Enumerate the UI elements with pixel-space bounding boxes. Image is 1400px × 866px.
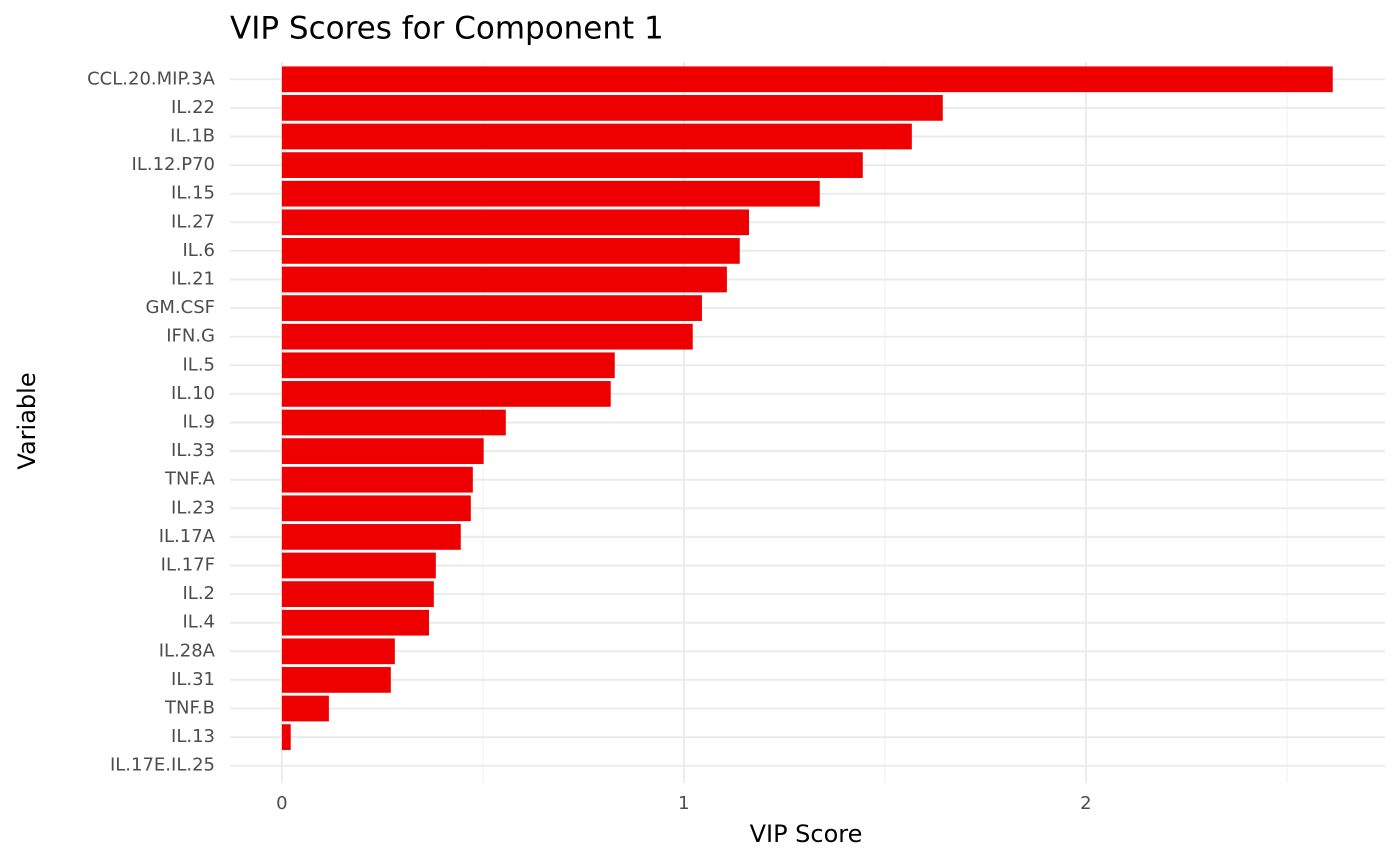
y-tick-label: IL.23: [171, 497, 215, 518]
bar: [281, 323, 693, 350]
x-tick-label: 0: [276, 793, 287, 814]
y-tick-label: IL.22: [171, 97, 215, 118]
y-tick-label: IL.13: [171, 726, 215, 747]
bar: [281, 295, 702, 321]
y-tick-label: CCL.20.MIP.3A: [87, 68, 216, 89]
bar: [281, 667, 391, 693]
bar: [281, 180, 820, 207]
bar: [281, 266, 727, 293]
y-tick-label: IL.15: [171, 183, 215, 204]
bar: [281, 381, 611, 407]
y-tick-label: IL.27: [171, 211, 215, 232]
y-tick-label: IL.21: [171, 269, 215, 290]
x-axis-label: VIP Score: [750, 820, 863, 848]
y-tick-label: TNF.A: [164, 469, 216, 490]
bar: [281, 495, 471, 522]
bar: [281, 581, 434, 607]
y-tick-label: IL.17A: [159, 526, 216, 547]
bar: [281, 552, 436, 579]
y-tick-label: IL.31: [171, 669, 215, 690]
y-tick-label: IL.17E.IL.25: [110, 755, 215, 776]
bar: [281, 466, 473, 493]
y-tick-label: IFN.G: [166, 326, 215, 347]
y-tick-label: IL.4: [182, 612, 215, 633]
bar: [281, 352, 615, 379]
bar: [281, 724, 291, 750]
y-tick-label: IL.9: [182, 412, 215, 433]
bar: [281, 152, 863, 178]
y-tick-label: IL.17F: [161, 555, 215, 576]
bar: [281, 95, 943, 121]
y-tick-label: IL.10: [171, 383, 215, 404]
bar: [281, 524, 461, 550]
chart-title: VIP Scores for Component 1: [230, 11, 664, 47]
y-tick-label: IL.12.P70: [132, 154, 215, 175]
bar: [281, 609, 429, 636]
y-tick-label: IL.2: [182, 583, 215, 604]
x-tick-label: 1: [678, 793, 689, 814]
bar: [281, 438, 484, 464]
bar: [281, 66, 1333, 93]
bar: [281, 123, 912, 150]
y-tick-label: TNF.B: [164, 698, 215, 719]
bar: [281, 695, 329, 722]
y-tick-label: IL.28A: [159, 640, 216, 661]
y-tick-label: IL.6: [182, 240, 215, 261]
marks: [281, 66, 1333, 750]
bar: [281, 209, 750, 236]
y-tick-label: GM.CSF: [145, 297, 215, 318]
y-tick-label: IL.1B: [170, 126, 215, 147]
y-tick-label: IL.33: [171, 440, 215, 461]
y-tick-label: IL.5: [182, 354, 215, 375]
y-axis-label: Variable: [13, 372, 41, 469]
x-tick-label: 2: [1080, 793, 1091, 814]
bar: [281, 238, 740, 264]
bar: [281, 409, 506, 436]
bar: [281, 638, 395, 665]
